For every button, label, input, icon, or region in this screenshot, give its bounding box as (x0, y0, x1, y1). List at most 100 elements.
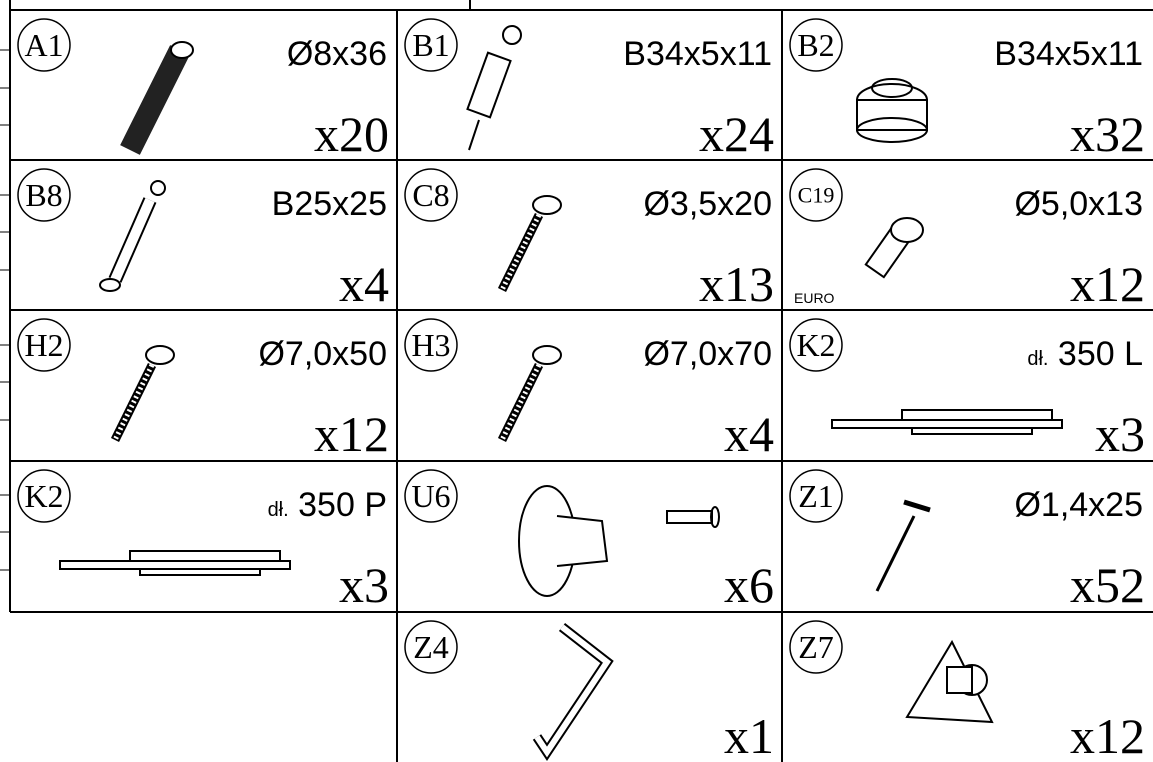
part-code: A1 (24, 27, 63, 63)
part-drawing (890, 217, 924, 243)
size-value: Ø8x36 (287, 35, 387, 73)
part-size: Ø5,0x13 (1014, 185, 1143, 223)
part-code: B1 (412, 27, 449, 63)
code-circle (17, 18, 71, 72)
part-code: B8 (25, 177, 62, 213)
part-size: B34x5x11 (994, 35, 1143, 73)
part-drawing (112, 363, 155, 442)
size-prefix: dł. (268, 499, 289, 521)
part-quantity: x3 (1095, 406, 1145, 462)
part-cell: B1 B34x5x11 x24 (404, 18, 774, 162)
size-value: Ø5,0x13 (1014, 185, 1143, 223)
part-quantity: x12 (1070, 256, 1145, 312)
part-size: Ø8x36 (287, 35, 387, 73)
size-value: Ø7,0x50 (258, 335, 387, 373)
part-quantity: x52 (1070, 557, 1145, 613)
part-drawing (120, 45, 190, 155)
part-code: H3 (411, 327, 450, 363)
code-circle (404, 168, 458, 222)
code-circle (404, 318, 458, 372)
part-drawing (903, 499, 931, 513)
code-circle (17, 469, 71, 523)
part-drawing (534, 624, 612, 758)
edge-ticks (0, 49, 10, 571)
part-cell: Z4 x1 (404, 620, 774, 762)
part-size: Ø7,0x70 (643, 335, 772, 373)
part-code: Z1 (798, 478, 834, 514)
part-quantity: x3 (339, 557, 389, 613)
part-quantity: x12 (314, 406, 389, 462)
part-quantity: x20 (314, 106, 389, 162)
part-drawing (499, 213, 542, 292)
part-code: H2 (24, 327, 63, 363)
part-drawing (59, 560, 291, 570)
part-cell: C8 Ø3,5x20 x13 (404, 168, 774, 312)
part-code: C19 (798, 183, 835, 208)
code-circle (404, 18, 458, 72)
part-code: K2 (24, 478, 63, 514)
part-cell: C19 Ø5,0x13 x12 EURO (789, 168, 1145, 312)
code-circle (789, 168, 843, 222)
part-code: C8 (412, 177, 449, 213)
part-cell: H3 Ø7,0x70 x4 (404, 318, 774, 462)
part-drawing (110, 197, 155, 283)
size-value: Ø7,0x70 (643, 335, 772, 373)
part-drawing (871, 78, 913, 98)
part-drawing (532, 195, 562, 215)
part-drawing (666, 510, 713, 524)
part-drawing (129, 550, 281, 562)
code-circle (17, 168, 71, 222)
code-circle (404, 469, 458, 523)
part-code: B2 (797, 27, 834, 63)
part-quantity: x1 (724, 708, 774, 762)
part-code: Z7 (798, 629, 834, 665)
part-cell: B8 B25x25 x4 (17, 168, 389, 312)
part-code: K2 (796, 327, 835, 363)
part-drawing (911, 427, 1033, 435)
part-quantity: x4 (339, 256, 389, 312)
size-value: Ø1,4x25 (1014, 486, 1143, 524)
part-drawing (139, 568, 261, 576)
part-drawing (856, 99, 928, 131)
part-cell: H2 Ø7,0x50 x12 (17, 318, 389, 462)
part-code: U6 (411, 478, 450, 514)
part-size: B25x25 (272, 185, 387, 223)
size-value: Ø3,5x20 (643, 185, 772, 223)
part-cell: K2 dł. 350 L x3 (789, 318, 1145, 462)
part-cell: U6 x6 (404, 469, 774, 613)
part-drawing (170, 41, 194, 59)
part-size: Ø3,5x20 (643, 185, 772, 223)
part-size: dł. 350 L (1027, 335, 1143, 373)
part-drawing (901, 409, 1053, 421)
part-code: Z4 (413, 629, 449, 665)
code-circle (789, 469, 843, 523)
part-drawing (831, 419, 1063, 429)
size-value: B25x25 (272, 185, 387, 223)
part-drawing (468, 119, 480, 151)
part-size: Ø7,0x50 (258, 335, 387, 373)
size-value: 350 P (298, 486, 387, 524)
size-prefix: dł. (1027, 348, 1048, 370)
part-drawing (856, 117, 928, 143)
part-cell: A1 Ø8x36 x20 (17, 18, 389, 162)
part-size: dł. 350 P (268, 486, 387, 524)
code-circle (789, 620, 843, 674)
code-circle (17, 318, 71, 372)
size-value: 350 L (1058, 335, 1143, 373)
part-quantity: x12 (1070, 708, 1145, 762)
part-drawing (556, 515, 609, 567)
part-quantity: x6 (724, 557, 774, 613)
part-drawing (150, 180, 166, 196)
part-drawing (145, 345, 175, 365)
grid (9, 0, 1153, 762)
part-quantity: x32 (1070, 106, 1145, 162)
code-circle (789, 318, 843, 372)
part-drawing (466, 51, 512, 119)
part-drawing (499, 363, 542, 442)
part-note: EURO (794, 290, 835, 306)
part-drawing (532, 623, 614, 762)
part-drawing (532, 345, 562, 365)
part-drawing (946, 666, 973, 694)
part-cell: Z1 Ø1,4x25 x52 (789, 469, 1145, 613)
